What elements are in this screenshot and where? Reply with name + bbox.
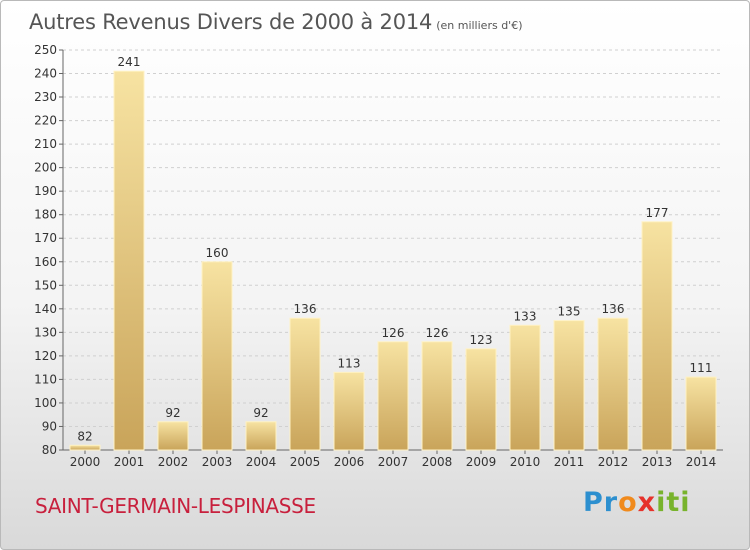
y-tick-label: 210 — [34, 137, 57, 151]
x-tick-label: 2000 — [70, 455, 101, 469]
data-label: 92 — [165, 406, 180, 420]
y-tick-label: 160 — [34, 255, 57, 269]
data-label: 126 — [382, 326, 405, 340]
logo-part-4: iti — [656, 487, 691, 518]
bar-2003 — [201, 261, 233, 451]
x-tick-label: 2009 — [466, 455, 497, 469]
y-tick-label: 120 — [34, 349, 57, 363]
axes: 80 90 100 110 120 130 140 150 160 170 180 190 200 210… — [34, 43, 723, 469]
x-tick-label: 2003 — [202, 455, 233, 469]
bar-2011 — [553, 320, 585, 451]
logo-part-1: Pr — [583, 487, 619, 518]
y-tick-label: 140 — [34, 302, 57, 316]
bar-2001 — [113, 70, 145, 451]
y-tick-label: 250 — [34, 43, 57, 57]
city-name: SAINT-GERMAIN-LESPINASSE — [35, 494, 316, 518]
logo-part-2: o — [618, 487, 638, 518]
data-label: 241 — [118, 55, 141, 69]
bar-2000 — [69, 444, 101, 451]
data-label: 135 — [558, 305, 581, 319]
bar-2004 — [245, 421, 277, 451]
y-tick-label: 180 — [34, 208, 57, 222]
bar-2006 — [333, 371, 365, 451]
data-label: 133 — [514, 309, 537, 323]
data-label: 82 — [77, 429, 92, 443]
y-tick-label: 240 — [34, 67, 57, 81]
bar-2009 — [465, 348, 497, 451]
x-tick-label: 2006 — [334, 455, 365, 469]
data-label: 136 — [294, 302, 317, 316]
x-tick-label: 2012 — [598, 455, 629, 469]
chart-title-unit: (en milliers d'€) — [436, 19, 523, 32]
bar-2014 — [685, 376, 717, 451]
y-tick-label: 220 — [34, 114, 57, 128]
bar-2010 — [509, 324, 541, 451]
bar-2012 — [597, 317, 629, 451]
x-tick-label: 2008 — [422, 455, 453, 469]
data-label: 111 — [690, 361, 713, 375]
proxiti-logo: Proxiti — [583, 487, 691, 518]
data-label: 92 — [253, 406, 268, 420]
y-tick-label: 90 — [42, 419, 57, 433]
logo-part-3: x — [637, 487, 657, 518]
data-label: 113 — [338, 356, 361, 370]
data-label: 136 — [602, 302, 625, 316]
bar-2008 — [421, 341, 453, 451]
data-label: 123 — [470, 333, 493, 347]
bar-2013 — [641, 221, 673, 451]
data-label: 126 — [426, 326, 449, 340]
x-tick-label: 2014 — [686, 455, 717, 469]
data-labels: 82 241 92 160 92 136 113 126 126 123 133 135 136 177 1… — [77, 55, 712, 443]
x-tick-label: 2013 — [642, 455, 673, 469]
chart-title-text: Autres Revenus Divers de 2000 à 2014 — [29, 10, 433, 34]
bars — [69, 70, 717, 451]
bar-2005 — [289, 317, 321, 451]
y-tick-label: 170 — [34, 231, 57, 245]
data-label: 177 — [646, 206, 669, 220]
x-tick-label: 2002 — [158, 455, 189, 469]
y-tick-label: 100 — [34, 396, 57, 410]
y-tick-label: 190 — [34, 184, 57, 198]
y-tick-label: 110 — [34, 372, 57, 386]
y-tick-label: 200 — [34, 161, 57, 175]
y-tick-label: 80 — [42, 443, 57, 457]
x-tick-label: 2005 — [290, 455, 321, 469]
x-tick-label: 2004 — [246, 455, 277, 469]
bar-2007 — [377, 341, 409, 451]
bar-2002 — [157, 421, 189, 451]
x-tick-label: 2010 — [510, 455, 541, 469]
x-tick-label: 2001 — [114, 455, 145, 469]
chart-title: Autres Revenus Divers de 2000 à 2014 (en … — [29, 10, 522, 34]
y-tick-label: 150 — [34, 278, 57, 292]
y-tick-label: 130 — [34, 325, 57, 339]
data-label: 160 — [206, 246, 229, 260]
x-tick-label: 2011 — [554, 455, 585, 469]
y-tick-label: 230 — [34, 90, 57, 104]
x-tick-label: 2007 — [378, 455, 409, 469]
